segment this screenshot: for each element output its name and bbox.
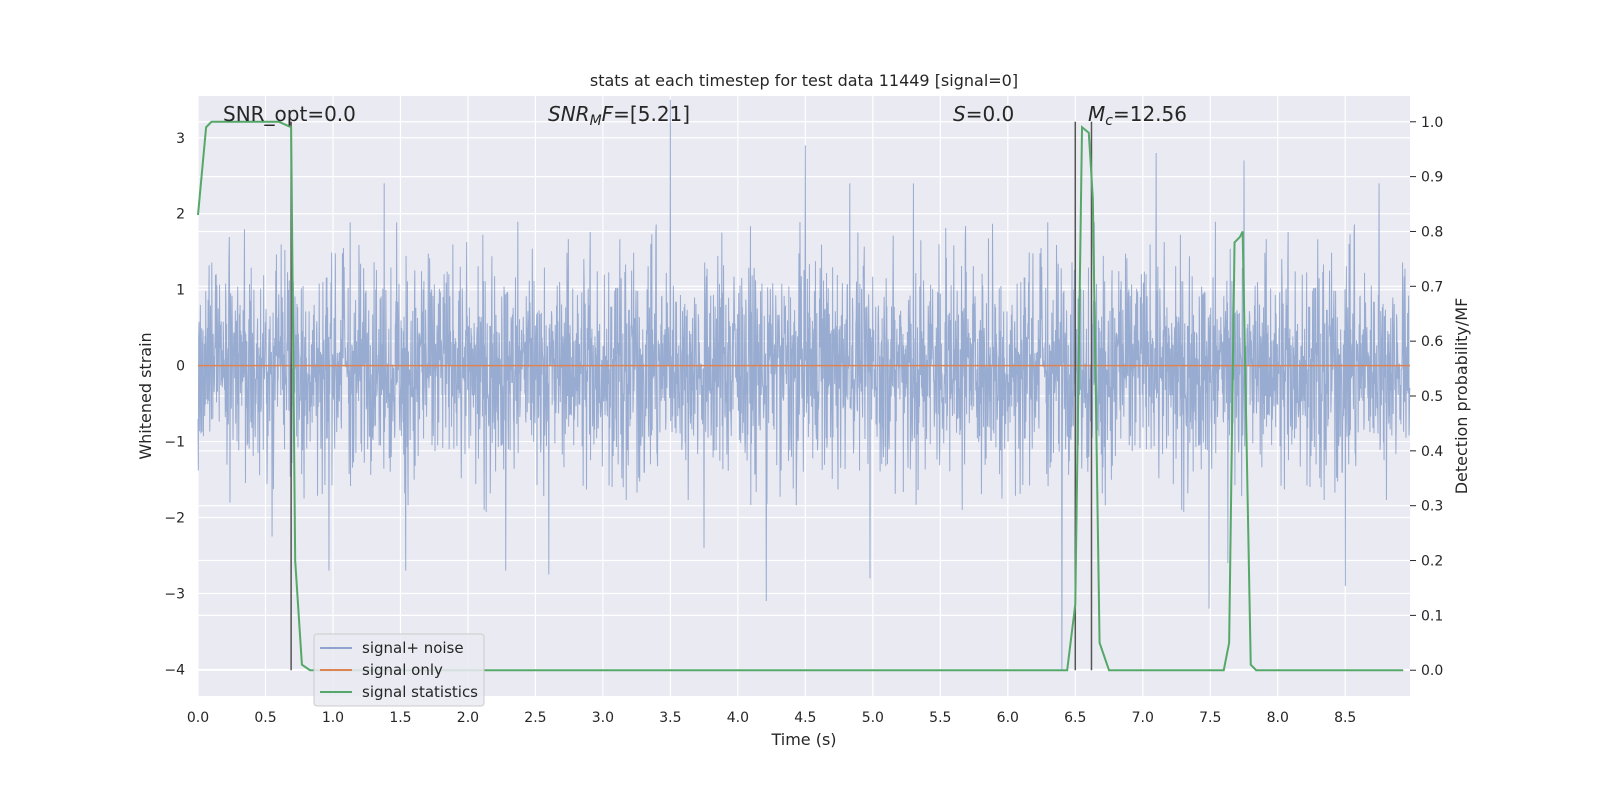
signal-statistics-series [197, 120, 1404, 672]
x-tick-label: 8.5 [1334, 710, 1356, 726]
y-tick-label: −3 [164, 586, 185, 602]
annotation-s: S=0.0 [953, 102, 1014, 126]
legend-label-signal-noise: signal+ noise [362, 639, 464, 657]
y-tick-label: 0 [176, 359, 185, 375]
y2-tick-labels: 0.0 0.1 0.2 0.3 0.4 0.5 0.6 0.7 0.8 0.9 1.0 [1410, 115, 1443, 679]
annotation-snr-opt: SNR_opt=0.0 [223, 102, 356, 126]
x-tick-label: 5.5 [929, 710, 951, 726]
x-tick-label: 7.5 [1199, 710, 1221, 726]
legend-box [313, 633, 485, 707]
x-tick-label: 6.5 [1064, 710, 1086, 726]
x-tick-label: 5.0 [862, 710, 884, 726]
x-tick-label: 3.0 [592, 710, 614, 726]
y2-tick-label: 0.4 [1421, 444, 1443, 460]
annotations: SNR_opt=0.0 SNRMF=[5.21] S=0.0 Mc=12.56 [223, 102, 1187, 129]
y2-axis-label: Detection probability/MF [1452, 298, 1471, 495]
signal-noise-series [197, 99, 1411, 670]
y-tick-label: −2 [164, 511, 185, 527]
y2-tick-label: 0.3 [1421, 499, 1443, 515]
y2-tick-label: 0.0 [1421, 663, 1443, 679]
y-tick-label: −1 [164, 435, 185, 451]
y2-tick-label: 1.0 [1421, 115, 1443, 131]
y2-tick-label: 0.8 [1421, 224, 1443, 240]
x-tick-label: 6.0 [997, 710, 1019, 726]
x-tick-label: 1.0 [322, 710, 344, 726]
y-tick-label: 3 [176, 131, 185, 147]
x-tick-label: 3.5 [659, 710, 681, 726]
y2-tick-label: 0.1 [1421, 608, 1443, 624]
x-tick-label: 2.0 [457, 710, 479, 726]
legend-label-signal-only: signal only [362, 661, 443, 679]
x-tick-label: 0.0 [187, 710, 209, 726]
y2-tick-label: 0.9 [1421, 170, 1443, 186]
chart-title: stats at each timestep for test data 114… [590, 71, 1018, 90]
x-tick-labels: 0.0 0.5 1.0 1.5 2.0 2.5 3.0 3.5 4.0 4.5 5.0 5.5 6.0 6… [187, 710, 1356, 726]
x-tick-label: 8.0 [1267, 710, 1289, 726]
y-axis-label: Whitened strain [136, 332, 155, 459]
signal-statistics-line [197, 120, 1404, 672]
legend: signal+ noise signal only signal statist… [313, 633, 485, 707]
annotation-snr-mf: SNRMF=[5.21] [548, 102, 690, 129]
x-tick-label: 4.0 [727, 710, 749, 726]
x-tick-label: 0.5 [254, 710, 276, 726]
y-tick-label: 2 [176, 207, 185, 223]
y2-tick-label: 0.5 [1421, 389, 1443, 405]
annotation-mc: Mc=12.56 [1088, 102, 1187, 129]
legend-label-signal-statistics: signal statistics [362, 683, 478, 701]
y2-tick-label: 0.2 [1421, 554, 1443, 570]
y-tick-labels: −4 −3 −2 −1 0 1 2 3 [164, 131, 185, 679]
y2-tick-label: 0.7 [1421, 279, 1443, 295]
y-tick-label: −4 [164, 662, 185, 678]
x-tick-label: 7.0 [1132, 710, 1154, 726]
signal-noise-line [197, 99, 1411, 670]
y2-tick-label: 0.6 [1421, 334, 1443, 350]
x-axis-label: Time (s) [770, 730, 836, 749]
y-tick-label: 1 [176, 283, 185, 299]
x-tick-label: 4.5 [794, 710, 816, 726]
x-tick-label: 1.5 [389, 710, 411, 726]
x-tick-label: 2.5 [524, 710, 546, 726]
